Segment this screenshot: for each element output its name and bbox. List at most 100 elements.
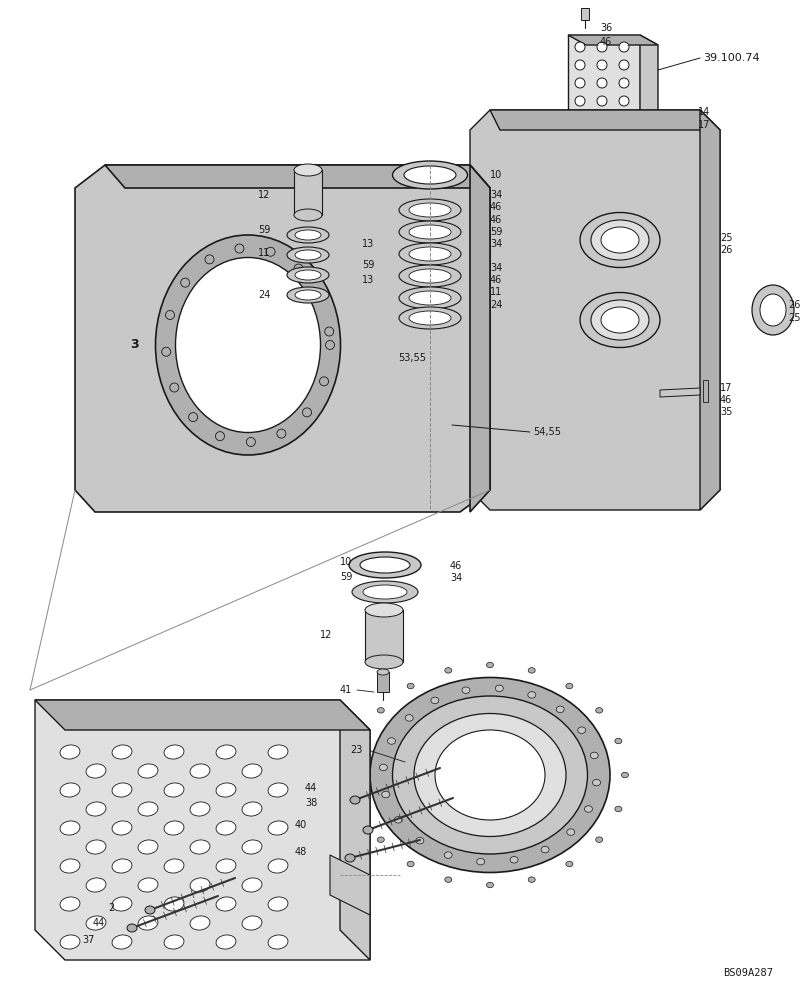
Ellipse shape bbox=[591, 752, 598, 759]
Ellipse shape bbox=[242, 878, 262, 892]
Ellipse shape bbox=[216, 897, 236, 911]
Text: 44: 44 bbox=[305, 783, 318, 793]
Text: 38: 38 bbox=[305, 798, 318, 808]
Ellipse shape bbox=[155, 235, 340, 455]
Text: 14: 14 bbox=[698, 107, 710, 117]
Ellipse shape bbox=[246, 437, 255, 446]
Ellipse shape bbox=[86, 840, 106, 854]
Ellipse shape bbox=[528, 877, 535, 882]
Text: 46: 46 bbox=[450, 561, 462, 571]
Ellipse shape bbox=[127, 924, 137, 932]
Ellipse shape bbox=[595, 837, 603, 842]
Ellipse shape bbox=[752, 285, 794, 335]
Ellipse shape bbox=[619, 42, 629, 52]
Ellipse shape bbox=[235, 244, 244, 253]
Ellipse shape bbox=[190, 802, 210, 816]
Ellipse shape bbox=[760, 294, 786, 326]
Ellipse shape bbox=[166, 311, 175, 320]
Text: 23: 23 bbox=[350, 745, 362, 755]
Ellipse shape bbox=[295, 230, 321, 240]
Ellipse shape bbox=[566, 861, 573, 867]
Polygon shape bbox=[640, 35, 658, 125]
Ellipse shape bbox=[60, 935, 80, 949]
Ellipse shape bbox=[162, 347, 170, 356]
Ellipse shape bbox=[138, 840, 158, 854]
Ellipse shape bbox=[242, 916, 262, 930]
Ellipse shape bbox=[86, 764, 106, 778]
Ellipse shape bbox=[112, 745, 132, 759]
Ellipse shape bbox=[486, 882, 494, 888]
Text: 44: 44 bbox=[93, 918, 105, 928]
Ellipse shape bbox=[60, 783, 80, 797]
Ellipse shape bbox=[145, 906, 155, 914]
Ellipse shape bbox=[578, 727, 586, 733]
Ellipse shape bbox=[112, 897, 132, 911]
Ellipse shape bbox=[388, 738, 395, 744]
Ellipse shape bbox=[112, 935, 132, 949]
Text: 10: 10 bbox=[490, 170, 503, 180]
Ellipse shape bbox=[268, 897, 288, 911]
Ellipse shape bbox=[60, 745, 80, 759]
Text: BS09A287: BS09A287 bbox=[723, 968, 773, 978]
Ellipse shape bbox=[268, 745, 288, 759]
Polygon shape bbox=[470, 110, 720, 510]
Ellipse shape bbox=[268, 935, 288, 949]
Ellipse shape bbox=[393, 696, 587, 854]
Ellipse shape bbox=[365, 655, 403, 669]
Ellipse shape bbox=[409, 203, 451, 217]
Text: 35: 35 bbox=[720, 407, 732, 417]
Ellipse shape bbox=[595, 708, 603, 713]
Polygon shape bbox=[568, 35, 640, 115]
Text: 25: 25 bbox=[720, 233, 733, 243]
Ellipse shape bbox=[363, 585, 407, 599]
Ellipse shape bbox=[216, 859, 236, 873]
Ellipse shape bbox=[287, 267, 329, 283]
Ellipse shape bbox=[416, 837, 424, 844]
Text: 46: 46 bbox=[490, 202, 503, 212]
Ellipse shape bbox=[407, 861, 415, 867]
Text: 46: 46 bbox=[720, 395, 732, 405]
Ellipse shape bbox=[352, 581, 418, 603]
Ellipse shape bbox=[351, 772, 359, 778]
Text: 36: 36 bbox=[600, 23, 612, 33]
Ellipse shape bbox=[575, 42, 585, 52]
Ellipse shape bbox=[112, 783, 132, 797]
Ellipse shape bbox=[268, 821, 288, 835]
Ellipse shape bbox=[266, 247, 275, 256]
Ellipse shape bbox=[377, 669, 389, 675]
Ellipse shape bbox=[377, 708, 385, 713]
Text: 46: 46 bbox=[600, 37, 612, 47]
Ellipse shape bbox=[486, 662, 494, 668]
Polygon shape bbox=[330, 855, 370, 915]
Ellipse shape bbox=[138, 764, 158, 778]
Ellipse shape bbox=[365, 603, 403, 617]
Ellipse shape bbox=[216, 935, 236, 949]
Text: 17: 17 bbox=[698, 120, 710, 130]
Ellipse shape bbox=[268, 859, 288, 873]
Ellipse shape bbox=[164, 783, 184, 797]
Polygon shape bbox=[700, 110, 720, 510]
Ellipse shape bbox=[394, 817, 402, 823]
Ellipse shape bbox=[370, 678, 610, 872]
Polygon shape bbox=[660, 388, 700, 397]
Text: 13: 13 bbox=[362, 275, 374, 285]
Ellipse shape bbox=[287, 227, 329, 243]
Ellipse shape bbox=[399, 287, 461, 309]
Text: 59: 59 bbox=[362, 260, 374, 270]
Ellipse shape bbox=[242, 840, 262, 854]
Bar bbox=[294, 170, 322, 215]
Polygon shape bbox=[35, 700, 370, 960]
Ellipse shape bbox=[597, 60, 607, 70]
Ellipse shape bbox=[216, 745, 236, 759]
Ellipse shape bbox=[592, 779, 600, 786]
Bar bbox=[365, 610, 403, 662]
Ellipse shape bbox=[399, 243, 461, 265]
Ellipse shape bbox=[510, 857, 518, 863]
Ellipse shape bbox=[444, 877, 452, 882]
Polygon shape bbox=[105, 165, 490, 188]
Text: 59: 59 bbox=[258, 225, 271, 235]
Text: 34: 34 bbox=[490, 239, 503, 249]
Ellipse shape bbox=[381, 791, 389, 798]
Ellipse shape bbox=[295, 270, 321, 280]
Text: 54,55: 54,55 bbox=[533, 427, 561, 437]
